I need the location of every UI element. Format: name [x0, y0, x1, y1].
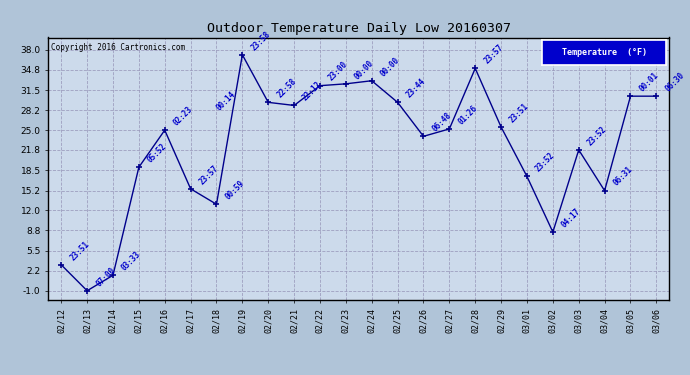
Text: 03:33: 03:33: [120, 250, 143, 273]
Text: 06:30: 06:30: [663, 70, 686, 93]
Text: 23:51: 23:51: [68, 239, 91, 262]
Text: 23:57: 23:57: [482, 43, 505, 66]
Text: 22:58: 22:58: [275, 77, 298, 100]
Text: 00:59: 00:59: [224, 179, 246, 201]
Text: 00:00: 00:00: [379, 55, 402, 78]
Text: 23:44: 23:44: [404, 77, 427, 100]
Text: 07:00: 07:00: [94, 265, 117, 288]
Text: 06:31: 06:31: [611, 165, 634, 188]
Text: 23:52: 23:52: [586, 124, 609, 147]
Text: 22:12: 22:12: [301, 80, 324, 103]
Text: 05:52: 05:52: [146, 142, 168, 164]
Text: 04:17: 04:17: [560, 207, 582, 229]
Text: 23:57: 23:57: [197, 164, 220, 186]
Text: 00:01: 00:01: [638, 70, 660, 93]
Text: 23:58: 23:58: [249, 29, 272, 52]
Text: 00:14: 00:14: [215, 90, 237, 112]
Text: 01:26: 01:26: [456, 104, 479, 126]
Text: 23:52: 23:52: [534, 151, 557, 174]
Text: 23:51: 23:51: [508, 102, 531, 124]
Title: Outdoor Temperature Daily Low 20160307: Outdoor Temperature Daily Low 20160307: [207, 22, 511, 35]
Text: 23:00: 23:00: [327, 60, 350, 83]
Text: Copyright 2016 Cartronics.com: Copyright 2016 Cartronics.com: [51, 43, 186, 52]
Text: 06:48: 06:48: [431, 111, 453, 134]
Text: 00:00: 00:00: [353, 58, 375, 81]
Text: 02:23: 02:23: [172, 105, 195, 128]
